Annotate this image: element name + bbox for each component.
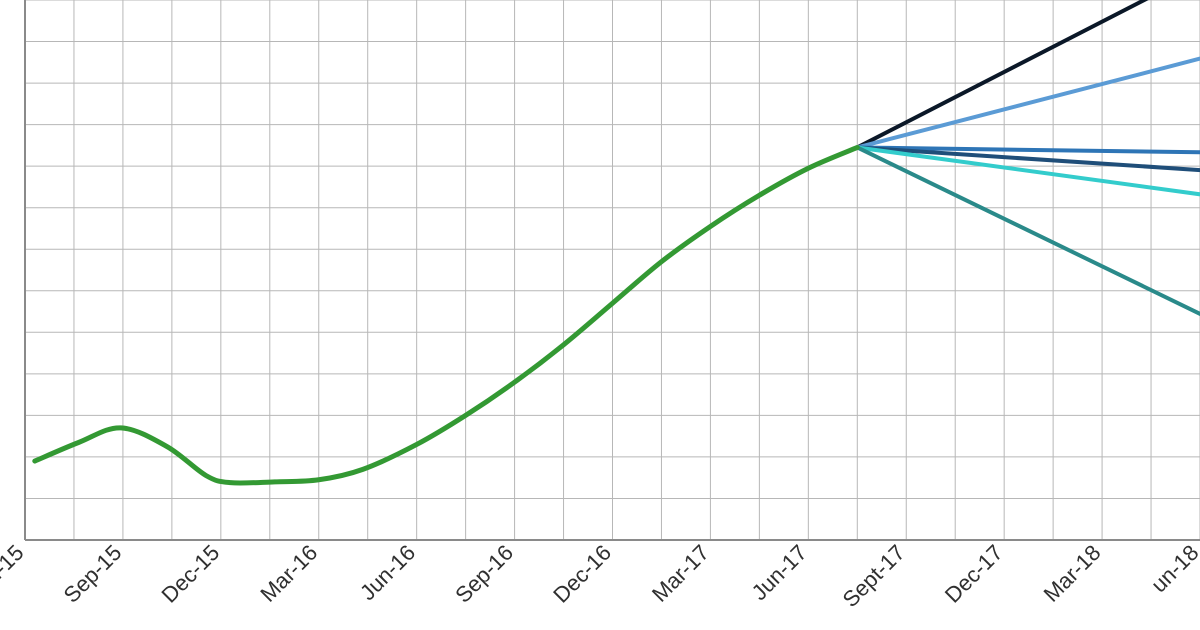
x-tick-label: Dec-17 (940, 540, 1008, 608)
x-tick-label: Dec-16 (548, 540, 616, 608)
x-tick-label: Mar-17 (647, 540, 714, 607)
x-tick-label: Mar-16 (255, 540, 322, 607)
forecast-line-pessimistic (857, 147, 1200, 361)
actual-series-line (35, 147, 858, 483)
x-tick-label: Mar-18 (1039, 540, 1106, 607)
forecast-line-baseline-low (857, 147, 1200, 207)
forecast-line-chart: un-15 Sep-15 Dec-15 Mar-16 Jun-16 Sep-16 Dec-1… (0, 0, 1200, 630)
x-tick-label: Sep-15 (59, 540, 127, 608)
x-tick-label: Sept-17 (838, 540, 910, 612)
x-tick-label: Sep-16 (450, 540, 518, 608)
x-tick-label: Jun-17 (747, 540, 812, 605)
x-tick-label: Dec-15 (157, 540, 225, 608)
x-tick-label: un-15 (0, 540, 29, 597)
x-tick-label: un-18 (1146, 540, 1200, 597)
gridlines (25, 0, 1200, 540)
x-tick-label: Jun-16 (355, 540, 420, 605)
x-axis-labels: un-15 Sep-15 Dec-15 Mar-16 Jun-16 Sep-16 Dec-1… (0, 540, 1200, 612)
forecast-line-optimistic (857, 33, 1200, 147)
